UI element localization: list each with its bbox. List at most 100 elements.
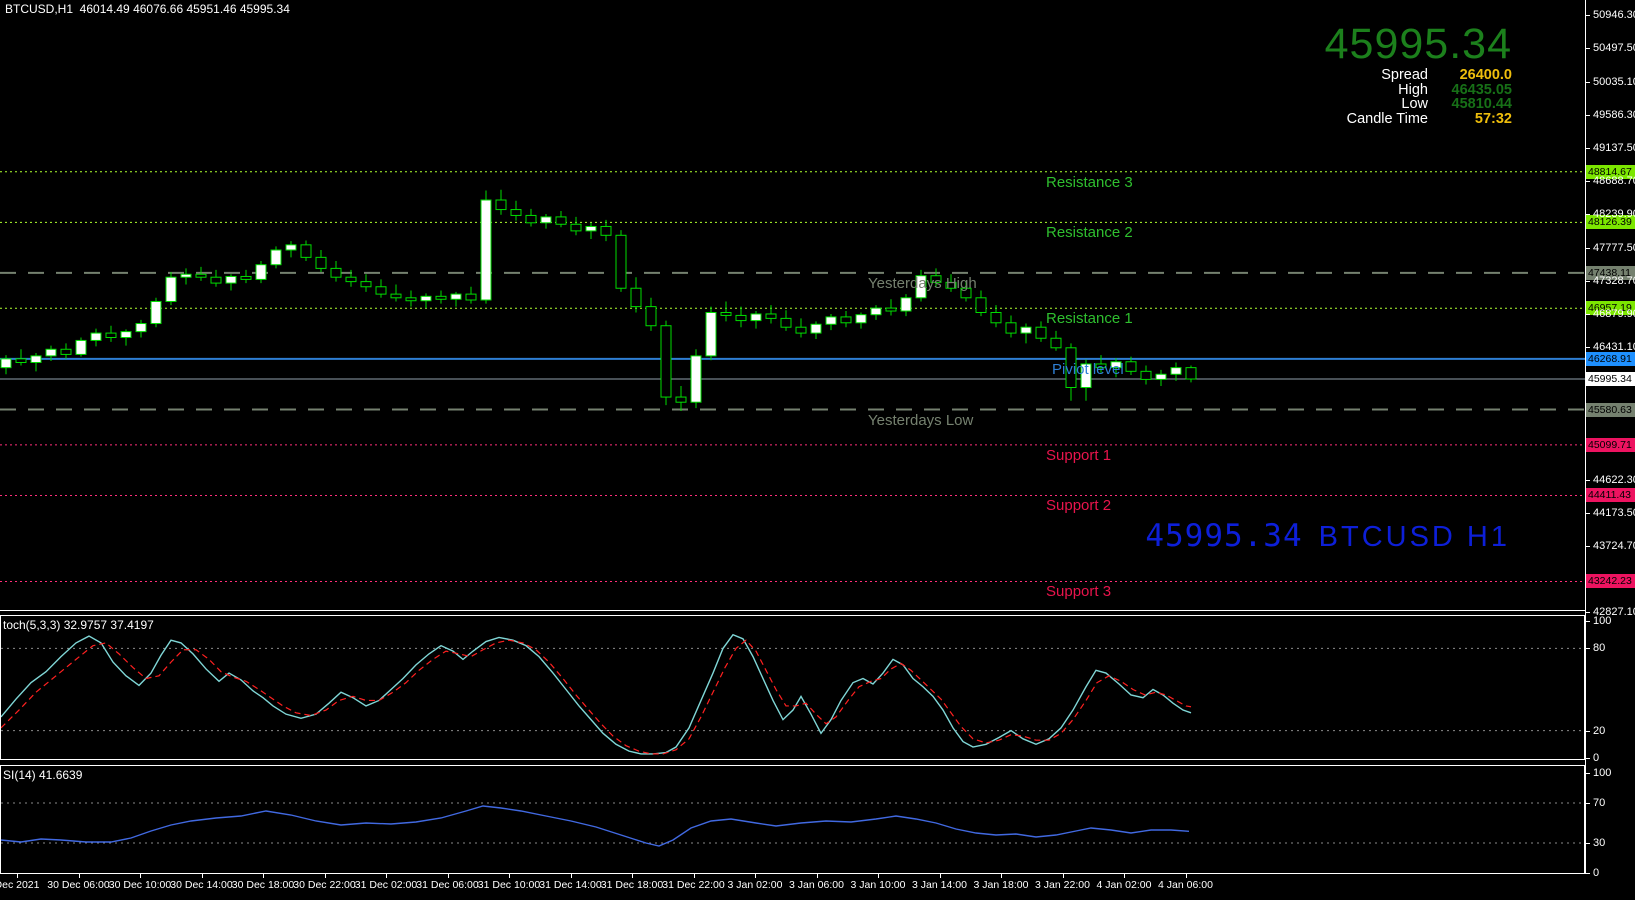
candle [210,276,222,284]
indicator-scale-label: 30 [1593,837,1606,849]
candle [735,314,747,322]
price-tick-mark [1585,114,1590,116]
candle [975,297,987,314]
candle [1185,367,1197,380]
price-tick-mark [1585,81,1590,83]
indicator-tick-mark [1585,773,1590,774]
resistance-3-label: Resistance 3 [1046,173,1133,191]
price-tick: 46431.10 [1593,340,1635,353]
candle [165,276,177,302]
price-level-badge: 48126.39 [1586,215,1635,230]
candle [615,234,627,289]
candle [195,273,207,278]
time-label: 30 Dec 10:00 [108,879,172,891]
time-label: 4 Jan 06:00 [1158,879,1213,891]
spread-value: 26400.0 [1459,67,1512,83]
rsi-line [1,805,1190,847]
candle [360,281,372,288]
indicator-scale-label: 100 [1593,615,1612,627]
candle [390,293,402,299]
candle [795,326,807,334]
candle [105,332,117,338]
price-level-badge: 44411.43 [1586,488,1635,503]
candle [1155,373,1167,380]
rsi-plot [1,802,1584,847]
symbol-ohlc-readout: BTCUSD,H1 46014.49 46076.66 45951.46 459… [5,2,290,16]
watermark-symbol: BTCUSD H1 [1318,521,1510,553]
price-tick: 48688.70 [1593,174,1635,187]
candle [675,396,687,403]
candle [135,323,147,333]
time-label: 30 Dec 14:00 [170,879,233,891]
candle [60,348,72,355]
yesterdays-high-label: Yesterdays High [868,274,977,292]
price-tick: 50497.50 [1593,41,1635,54]
price-level-badge: 43242.23 [1586,574,1635,589]
time-tick [755,874,756,878]
price-tick-mark [1585,313,1590,315]
rsi-panel[interactable]: SI(14) 41.6639 [0,765,1585,874]
candle [945,281,957,289]
candle [1035,326,1047,339]
price-tick: 50946.30 [1593,8,1635,21]
candle [15,358,27,363]
candle [1140,370,1152,380]
candle [930,275,942,283]
main-chart-border [0,610,1585,611]
resistance-2-label: Resistance 2 [1046,224,1133,242]
time-label: 3 Jan 10:00 [850,879,906,891]
time-tick [386,874,387,878]
candle [30,355,42,364]
time-label: 4 Jan 02:00 [1096,879,1152,891]
price-tick: 42827.10 [1593,605,1635,618]
time-label: 30 Dec 06:00 [47,879,110,891]
time-tick [939,874,941,878]
stochastic-panel[interactable]: toch(5,3,3) 32.9757 37.4197 [0,615,1585,760]
candle [705,312,717,357]
price-tick-mark [1585,213,1590,215]
candle [300,244,312,258]
candle [330,267,342,278]
candle [780,317,792,328]
time-label: 31 Dec 14:00 [539,879,602,891]
candle [510,209,522,216]
price-tick: 49586.30 [1593,108,1635,121]
candle [525,214,537,224]
pivot-level-label: Piviot level [1052,360,1124,378]
price-tick: 44622.30 [1593,473,1635,486]
indicator-tick-mark [1585,843,1590,844]
indicator-scale-label: 100 [1593,767,1612,779]
candle [1095,363,1107,369]
price-level-badge: 45099.71 [1586,437,1635,452]
candle [270,249,282,266]
candle-time-value: 57:32 [1474,110,1512,127]
price-tick-mark [1585,14,1590,16]
candle [570,223,582,232]
candle [450,293,462,300]
candle [420,295,432,302]
candle [900,297,912,312]
candle [375,286,387,295]
price-level-badge: 47438.11 [1586,265,1635,280]
time-tick [570,874,572,878]
time-label: 30 Dec 18:00 [231,879,295,891]
candlestick-chart[interactable] [0,0,1585,610]
candle [1080,363,1092,388]
candle [90,332,102,341]
candle [225,275,237,284]
price-level-badge: 45580.63 [1586,402,1635,417]
time-label: 3 Jan 22:00 [1035,879,1090,891]
candle [1110,361,1122,369]
indicator-tick-mark [1585,758,1590,759]
price-tick-mark [1585,247,1590,249]
quote-panel: 45995.34 Spread 26400.0 High 46435.05 Lo… [1325,22,1512,126]
chart-watermark: 45995.34 BTCUSD H1 [1145,518,1510,554]
time-tick [17,874,18,878]
high-label: High [1398,81,1428,98]
time-label: 31 Dec 22:00 [662,879,725,891]
candle [810,323,822,334]
watermark-price: 45995.34 [1145,518,1303,554]
time-label: Dec 2021 [0,879,40,891]
price-tick-mark [1585,512,1590,514]
